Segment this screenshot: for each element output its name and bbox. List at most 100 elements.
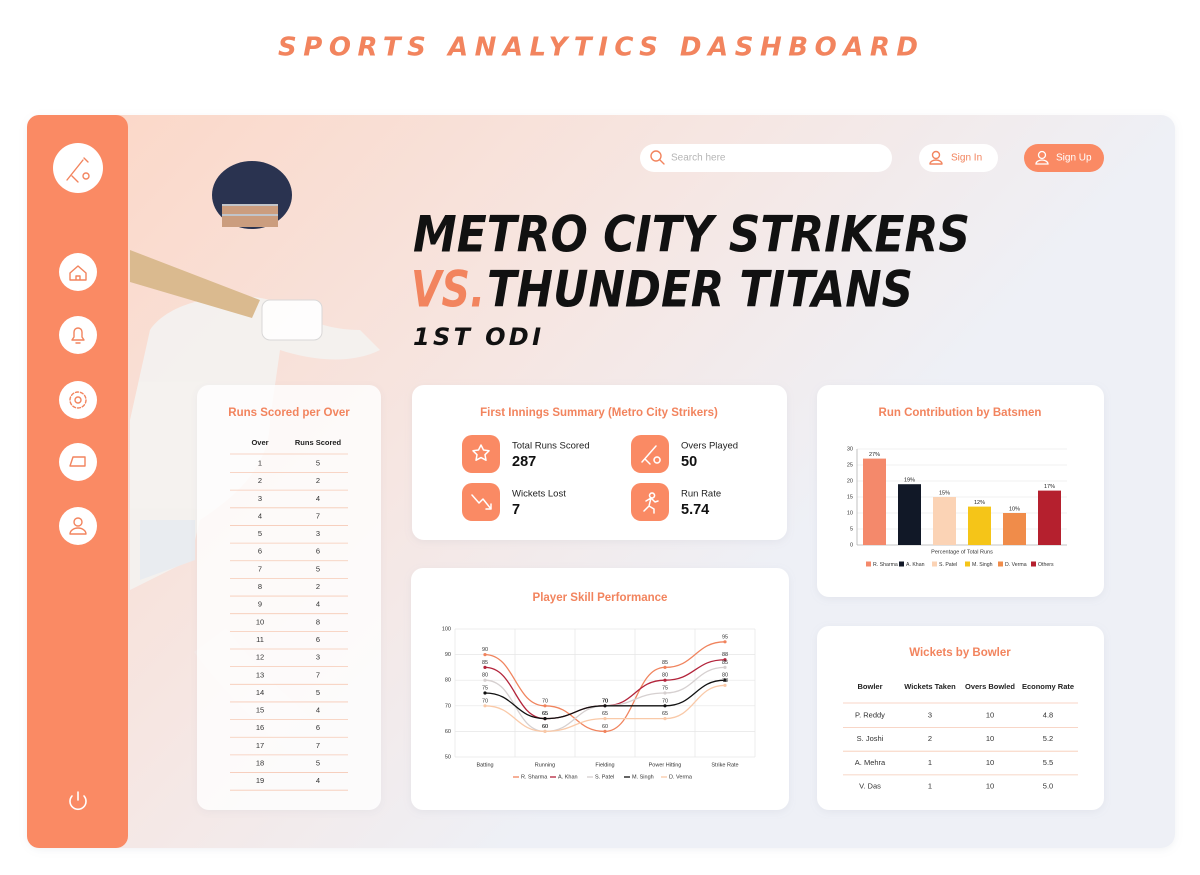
value-label: 85	[662, 660, 668, 666]
table-cell: P. Reddy	[855, 710, 885, 719]
table-cell: 14	[256, 688, 264, 697]
page-title: SPORTS ANALYTICS DASHBOARD	[278, 33, 918, 63]
table-cell: 3	[316, 653, 320, 662]
stat-label: Run Rate	[681, 489, 721, 500]
matches-button[interactable]	[59, 443, 97, 481]
home-button[interactable]	[59, 253, 97, 291]
value-label: 70	[482, 698, 488, 704]
series-point	[723, 640, 727, 644]
table-cell: 7	[316, 741, 320, 750]
team-one: METRO CITY STRIKERS	[413, 206, 970, 264]
legend-swatch	[866, 561, 871, 567]
value-label: 10%	[1009, 506, 1020, 512]
table-cell: 5.0	[1043, 782, 1053, 791]
search-placeholder: Search here	[671, 153, 726, 164]
value-label: 88	[722, 652, 728, 658]
table-cell: 2	[928, 734, 932, 743]
table-header: Economy Rate	[1022, 682, 1074, 691]
stat-icon	[631, 435, 669, 473]
legend-label: S. Patel	[939, 562, 957, 568]
value-label: 80	[662, 673, 668, 679]
table-cell: 10	[986, 734, 994, 743]
versus: VS.	[411, 261, 485, 319]
table-cell: 5	[316, 458, 320, 467]
table-cell: 7	[316, 670, 320, 679]
table-cell: S. Joshi	[857, 734, 884, 743]
table-cell: 6	[316, 723, 320, 732]
legend-swatch	[965, 561, 970, 567]
stat-value: 287	[512, 454, 536, 470]
stat-value: 50	[681, 454, 697, 470]
y-tick-label: 60	[445, 729, 451, 735]
sign-up-button[interactable]: Sign Up	[1024, 144, 1104, 172]
x-axis-label: Percentage of Total Runs	[931, 549, 993, 555]
table-cell: 4	[316, 776, 320, 785]
card-title: Run Contribution by Batsmen	[879, 407, 1042, 419]
table-cell: 18	[256, 759, 264, 768]
series-point	[483, 653, 487, 657]
series-point	[603, 704, 607, 708]
table-cell: 15	[256, 706, 264, 715]
table-header: Wickets Taken	[904, 682, 956, 691]
table-cell: 13	[256, 670, 264, 679]
table-header: Over	[251, 438, 268, 447]
table-cell: 4	[316, 494, 320, 503]
series-point	[723, 658, 727, 662]
series-point	[543, 704, 547, 708]
series-point	[663, 678, 667, 682]
team-two: THUNDER TITANS	[487, 261, 913, 319]
y-tick-label: 0	[850, 542, 853, 548]
table-cell: 7	[258, 564, 262, 573]
value-label: 15%	[939, 490, 950, 496]
value-label: 75	[482, 685, 488, 691]
profile-button[interactable]	[59, 507, 97, 545]
legend-label: Others	[1038, 562, 1054, 568]
value-label: 12%	[974, 500, 985, 506]
table-cell: 9	[258, 600, 262, 609]
series-point	[603, 729, 607, 734]
series-point	[723, 683, 727, 687]
value-label: 27%	[869, 452, 880, 458]
y-tick-label: 25	[847, 462, 853, 468]
x-tick-label: Power Hitting	[649, 762, 682, 768]
table-header: Bowler	[857, 682, 882, 691]
value-label: 70	[662, 698, 668, 704]
series-point	[603, 717, 607, 721]
sign-in-button[interactable]: Sign In	[919, 144, 998, 172]
legend-label: S. Patel	[595, 774, 614, 780]
x-tick-label: Batting	[476, 762, 493, 768]
value-label: 75	[662, 685, 668, 691]
card-title: Player Skill Performance	[533, 592, 668, 604]
wickets-card	[817, 626, 1104, 810]
y-tick-label: 15	[847, 494, 853, 500]
settings-button[interactable]	[59, 381, 97, 419]
x-tick-label: Strike Rate	[711, 762, 738, 768]
run-contribution-card	[817, 385, 1104, 597]
value-label: 60	[542, 724, 548, 730]
table-cell: 10	[986, 782, 994, 791]
bar	[1003, 513, 1026, 545]
logout-button[interactable]	[69, 791, 87, 811]
table-cell: 6	[258, 547, 262, 556]
series-point	[483, 665, 487, 670]
table-cell: 10	[256, 617, 264, 626]
skill-performance-card	[411, 568, 789, 810]
bar	[863, 458, 886, 545]
series-point	[483, 691, 487, 695]
table-cell: 10	[986, 758, 994, 767]
y-tick-label: 100	[442, 626, 451, 632]
y-tick-label: 20	[847, 478, 853, 484]
bar	[933, 497, 956, 545]
notifications-button[interactable]	[59, 316, 97, 354]
table-cell: 5	[258, 529, 262, 538]
table-cell: 17	[256, 741, 264, 750]
value-label: 60	[542, 724, 548, 730]
search-box[interactable]: Search here	[640, 144, 892, 172]
value-label: 60	[602, 724, 608, 730]
table-header: Overs Bowled	[965, 682, 1015, 691]
legend-label: M. Singh	[632, 774, 654, 780]
value-label: 65	[542, 711, 548, 717]
value-label: 95	[722, 634, 728, 640]
bar	[1038, 490, 1061, 545]
bar	[898, 484, 921, 545]
